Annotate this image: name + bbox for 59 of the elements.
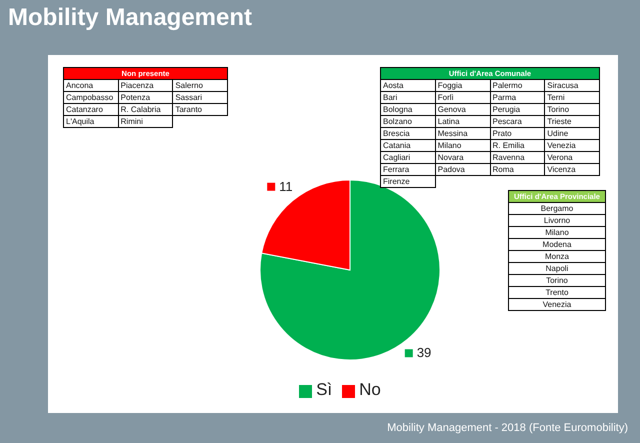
text: Padova (435, 164, 490, 176)
text: Campobasso (64, 92, 118, 104)
text: Rimini (118, 116, 173, 128)
text: Ancona (64, 80, 118, 92)
text: Verona (544, 152, 600, 164)
text: Messina (435, 128, 490, 140)
text: Sassari (172, 92, 228, 104)
text: Monza (508, 250, 606, 262)
text: Milano (508, 226, 606, 238)
text: Livorno (508, 214, 606, 226)
text: Mobility Management - 2018 (Fonte Euromobility) (387, 422, 628, 434)
text: Milano (435, 140, 490, 152)
text: Terni (544, 92, 600, 104)
data-label: 11 (279, 178, 293, 194)
text: Salerno (172, 80, 228, 92)
text: Siracusa (544, 80, 600, 92)
text: Firenze (380, 176, 436, 188)
text: Venezia (508, 298, 606, 310)
legend-label: Sì (316, 380, 332, 399)
text: Parma (490, 92, 545, 104)
text: Modena (508, 238, 606, 250)
text: Udine (544, 128, 600, 140)
text: Bolzano (380, 116, 436, 128)
text: Taranto (172, 104, 228, 116)
data-label: 39 (416, 345, 432, 360)
text: Prato (490, 128, 545, 140)
text: Ferrara (380, 164, 436, 176)
text: L'Aquila (64, 116, 118, 128)
text: R. Emilia (490, 140, 545, 152)
text: Bologna (380, 104, 436, 116)
text: Palermo (490, 80, 545, 92)
text: Piacenza (118, 80, 173, 92)
chart-title: Mobility Management (8, 4, 252, 32)
text: Foggia (435, 80, 490, 92)
text: Latina (435, 116, 490, 128)
text: Torino (544, 104, 600, 116)
text: Bari (380, 92, 436, 104)
text: Trieste (544, 116, 600, 128)
text: Torino (508, 274, 606, 286)
text: Napoli (508, 262, 606, 274)
text: Cagliari (380, 152, 436, 164)
text: Trento (508, 286, 606, 298)
legend-label: No (359, 380, 381, 399)
text: Roma (490, 164, 545, 176)
text: Bergamo (508, 202, 606, 214)
text: Pescara (490, 116, 545, 128)
text: Forlì (435, 92, 490, 104)
text: Brescia (380, 128, 436, 140)
text: Genova (435, 104, 490, 116)
text: Vicenza (544, 164, 600, 176)
text: Ravenna (490, 152, 545, 164)
text: Novara (435, 152, 490, 164)
text: Aosta (380, 80, 436, 92)
text: Venezia (544, 140, 600, 152)
text: R. Calabria (118, 104, 173, 116)
text: Catania (380, 140, 436, 152)
text: Catanzaro (64, 104, 118, 116)
text: Potenza (118, 92, 173, 104)
text: Perugia (490, 104, 545, 116)
